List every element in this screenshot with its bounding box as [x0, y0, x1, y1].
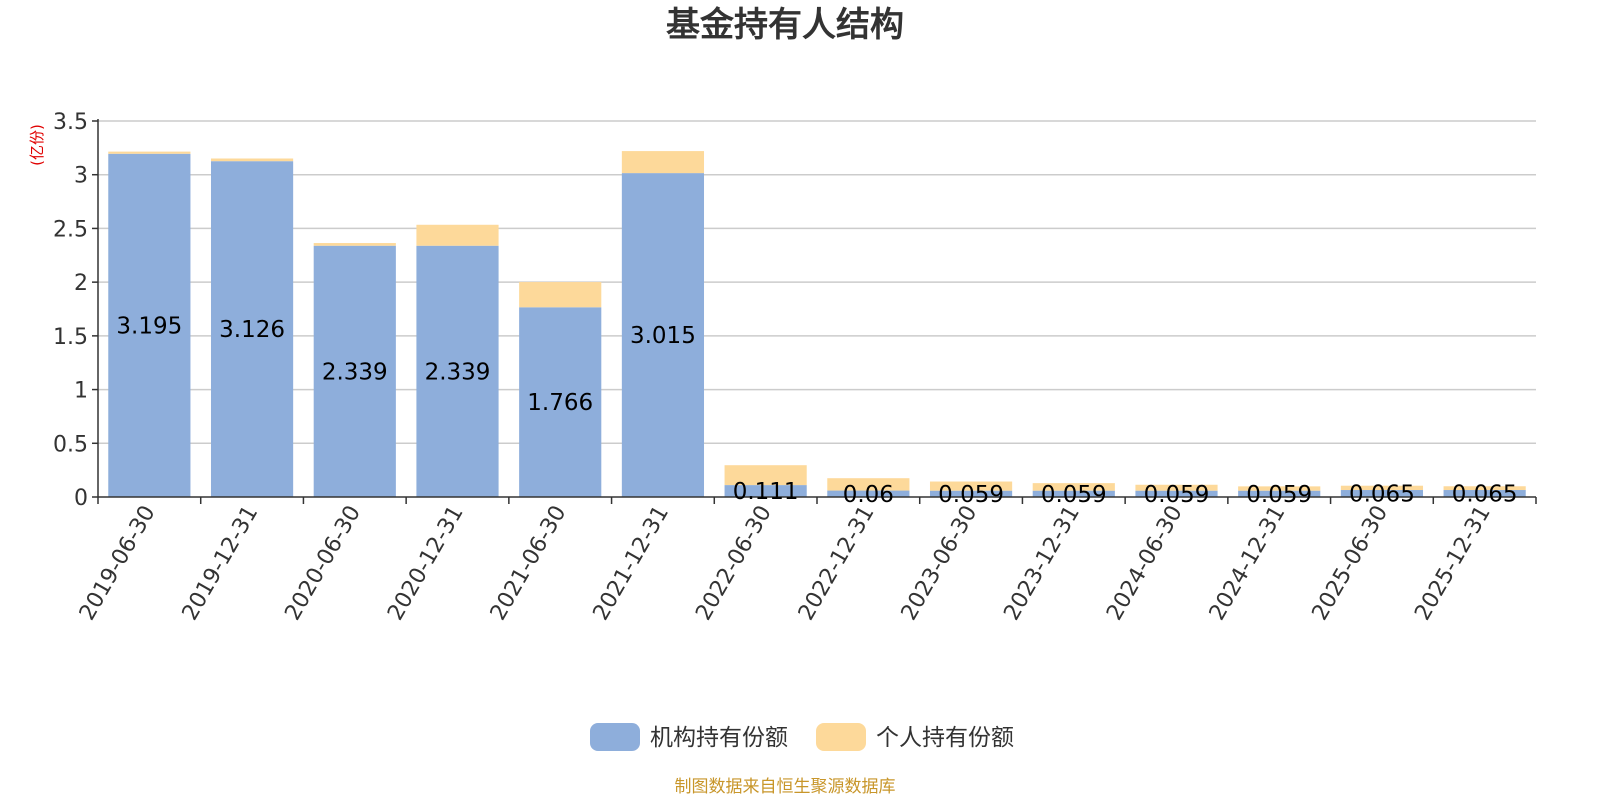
bar-institutional	[827, 490, 910, 497]
y-tick-label: 2	[74, 271, 88, 296]
x-tick-label: 2023-06-30	[897, 502, 983, 625]
bar-institutional	[621, 173, 705, 498]
data-label: 1.766	[527, 390, 593, 416]
x-axis-tick-labels: 2019-06-30 2019-12-31 2020-06-30 2020-12-31…	[75, 502, 1496, 625]
data-label: 0.059	[1041, 482, 1107, 508]
x-tick-label: 2022-12-31	[794, 502, 880, 625]
bar-individual	[1238, 486, 1321, 491]
x-tick-label: 2020-06-30	[280, 502, 366, 625]
bar-institutional	[1443, 490, 1526, 497]
bar-institutional	[313, 245, 396, 497]
x-tick-label: 2023-12-31	[999, 502, 1085, 625]
y-tick-label: 3	[74, 164, 88, 189]
chart-title: 基金持有人结构	[666, 5, 904, 45]
x-tick-label: 2019-12-31	[178, 502, 264, 625]
data-label: 0.06	[843, 482, 894, 508]
legend-label: 机构持有份额	[650, 725, 788, 751]
x-tick-label: 2024-06-30	[1102, 502, 1188, 625]
bar-institutional	[1238, 490, 1321, 497]
x-tick-label: 2022-06-30	[691, 502, 777, 625]
y-tick-label: 0.5	[53, 432, 88, 457]
bar-institutional	[416, 245, 499, 497]
data-label: 0.065	[1452, 482, 1518, 508]
bar-institutional	[1032, 490, 1115, 497]
data-label: 0.065	[1349, 482, 1415, 508]
bar-individual	[827, 478, 910, 491]
data-label: 2.339	[322, 359, 388, 385]
bar-institutional	[519, 307, 602, 497]
bar-individual	[1443, 486, 1526, 491]
bar-individual	[1340, 485, 1424, 491]
y-axis-tick-labels: 0 0.5 1 1.5 2 2.5 3 3.5	[53, 110, 88, 511]
x-tick-label: 2019-06-30	[75, 502, 161, 625]
bar-individual	[621, 151, 705, 174]
bar-institutional	[1340, 490, 1424, 497]
legend: 机构持有份额 个人持有份额	[590, 723, 1014, 751]
source-note: 制图数据来自恒生聚源数据库	[675, 777, 896, 797]
bar-institutional	[1135, 490, 1218, 497]
y-tick-label: 2.5	[53, 217, 88, 242]
legend-swatch	[816, 723, 866, 751]
data-label: 0.059	[1144, 482, 1210, 508]
data-labels: 3.195 3.126 2.339 2.339 1.766 3.015 0.111 0.06 0…	[116, 313, 1517, 507]
x-tick-label: 2020-12-31	[383, 502, 469, 625]
x-tick-label: 2025-06-30	[1308, 502, 1394, 625]
y-tick-label: 0	[74, 486, 88, 511]
bar-individual	[724, 465, 807, 486]
data-label: 3.015	[630, 323, 696, 349]
data-label: 2.339	[425, 359, 491, 385]
bar-individual	[416, 224, 499, 246]
bars-group	[108, 151, 1526, 498]
data-label: 0.059	[1246, 482, 1312, 508]
bar-institutional	[724, 485, 807, 497]
data-label: 0.111	[733, 479, 799, 505]
data-label: 3.195	[116, 313, 182, 339]
y-axis-unit-label: (亿份)	[28, 124, 46, 166]
bar-institutional	[210, 161, 294, 497]
y-tick-label: 1	[74, 379, 88, 404]
y-tick-label: 1.5	[53, 325, 88, 350]
legend-label: 个人持有份额	[876, 725, 1014, 751]
bar-institutional	[929, 490, 1013, 497]
x-tick-label: 2024-12-31	[1205, 502, 1291, 625]
bar-individual	[1032, 483, 1115, 491]
bar-individual	[108, 151, 191, 154]
x-tick-label: 2025-12-31	[1410, 502, 1496, 625]
bar-individual	[519, 282, 602, 308]
bar-individual	[210, 158, 294, 162]
axes	[92, 119, 1537, 504]
data-label: 3.126	[219, 317, 285, 343]
data-label: 0.059	[938, 482, 1004, 508]
legend-swatch	[590, 723, 640, 751]
bar-individual	[1135, 484, 1218, 491]
bar-individual	[929, 481, 1013, 491]
bar-institutional	[108, 153, 191, 497]
y-tick-label: 3.5	[53, 110, 88, 135]
bar-individual	[313, 243, 396, 246]
x-tick-label: 2021-06-30	[486, 502, 572, 625]
x-tick-label: 2021-12-31	[589, 502, 675, 625]
